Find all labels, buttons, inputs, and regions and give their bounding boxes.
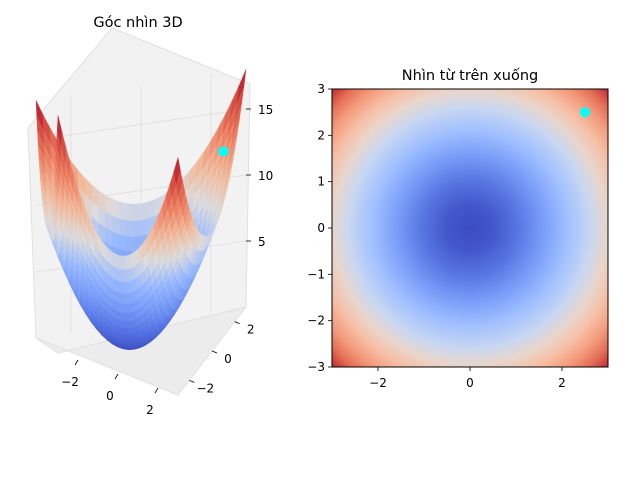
axis-ticks-3d: −2 0 2 −2 0 2 5 10 15	[61, 103, 273, 417]
hm-y-tick-label: −3	[307, 360, 325, 374]
y-tick-mark	[211, 350, 218, 354]
surface-quad	[112, 215, 120, 235]
hm-x-tick-label: 0	[466, 376, 474, 390]
y-tick-label: −2	[196, 381, 214, 395]
heatmap-ticks: −2 0 2 −3 −2 −1 0 1 2 3	[307, 82, 566, 390]
surface-quad	[118, 218, 127, 237]
y-tick-label: 2	[247, 323, 255, 337]
hm-x-tick-label: −2	[369, 376, 387, 390]
surface-quad	[173, 157, 181, 184]
x-tick-mark	[114, 373, 119, 380]
x-tick-label: 2	[146, 403, 154, 417]
z-tick-label: 5	[258, 235, 266, 249]
surface-quad	[146, 199, 156, 220]
surface-quad	[132, 220, 141, 238]
z-tick-label: 15	[258, 103, 273, 117]
left-chart-title: Góc nhìn 3D	[93, 15, 182, 31]
surface-3d-plot: Góc nhìn 3D −2 0 2 −2 0 2 5 10 15	[27, 15, 273, 417]
surface-quad	[133, 203, 142, 222]
x-tick-label: 0	[106, 389, 114, 403]
surface-quad	[125, 236, 133, 253]
x-tick-mark	[74, 359, 79, 366]
hm-y-tick-label: 2	[317, 128, 325, 142]
right-chart-title: Nhìn từ trên xuống	[402, 67, 538, 84]
hm-x-tick-label: 2	[558, 376, 566, 390]
surface-quad	[119, 201, 128, 221]
surface-quad	[125, 220, 134, 238]
x-tick-label: −2	[61, 375, 79, 389]
current-point-marker-top	[580, 107, 590, 118]
surface-quad	[126, 203, 135, 222]
hm-y-tick-label: 0	[317, 221, 325, 235]
top-down-plot: Nhìn từ trên xuống −2 0 2 −3 −2 −1 0 1 2 3	[307, 67, 609, 390]
surface-quad	[139, 218, 148, 237]
surface-quad	[140, 201, 149, 221]
surface-quad	[112, 199, 121, 220]
surface-quad	[118, 234, 127, 252]
x-tick-mark	[154, 387, 159, 394]
z-tick-label: 10	[258, 169, 273, 183]
heatmap-field	[332, 89, 608, 367]
y-tick-mark	[234, 321, 240, 325]
hm-y-tick-label: −2	[307, 314, 325, 328]
y-tick-label: 0	[224, 352, 232, 366]
hm-y-tick-label: 1	[317, 175, 325, 189]
hm-y-tick-label: −1	[307, 267, 325, 281]
surface-mesh	[35, 69, 247, 350]
hm-y-tick-label: 3	[317, 82, 325, 96]
y-tick-mark	[189, 379, 195, 383]
current-point-marker-3d	[218, 146, 229, 157]
